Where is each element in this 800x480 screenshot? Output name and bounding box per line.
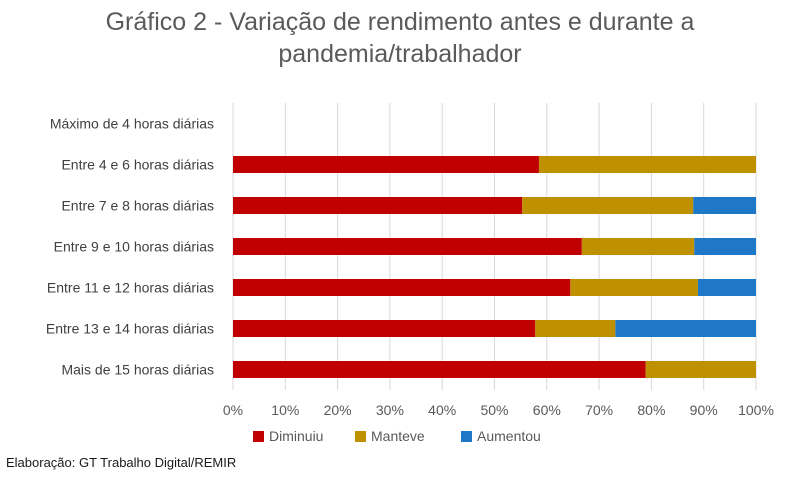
chart-title-line-2: pandemia/trabalhador [278,40,522,68]
legend-swatch-manteve [355,431,366,442]
legend-label-manteve: Manteve [371,428,425,444]
category-label: Mais de 15 horas diárias [61,362,214,378]
bar-segment-manteve [581,238,695,255]
bar-segment-manteve [570,279,698,296]
x-tick-label: 80% [637,402,665,418]
x-tick-label: 10% [271,402,299,418]
bar-segment-manteve [522,197,694,214]
category-label: Máximo de 4 horas diárias [50,116,214,132]
legend-swatch-aumentou [461,431,472,442]
chart-title: Gráfico 2 - Variação de rendimento antes… [0,6,800,70]
chart-title-line-1: Gráfico 2 - Variação de rendimento antes… [105,8,695,36]
bar-segment-manteve [645,361,756,378]
category-label: Entre 4 e 6 horas diárias [61,157,214,173]
bar-segment-manteve [538,156,756,173]
legend-label-aumentou: Aumentou [477,428,541,444]
x-tick-label: 40% [428,402,456,418]
x-tick-label: 30% [376,402,404,418]
bar-segment-diminuiu [233,197,523,214]
bar-segment-aumentou [697,279,756,296]
credit-note: Elaboração: GT Trabalho Digital/REMIR [6,455,237,470]
bar-segment-diminuiu [233,156,539,173]
category-label: Entre 7 e 8 horas diárias [61,198,214,214]
category-label: Entre 9 e 10 horas diárias [54,239,214,255]
bar-segment-manteve [535,320,616,337]
x-tick-label: 90% [690,402,718,418]
legend-swatch-diminuiu [253,431,264,442]
x-tick-label: 0% [223,402,243,418]
bar-segment-diminuiu [233,361,646,378]
bar-segment-diminuiu [233,238,582,255]
x-tick-label: 60% [533,402,561,418]
x-tick-label: 20% [324,402,352,418]
legend-label-diminuiu: Diminuiu [269,428,323,444]
x-tick-label: 70% [585,402,613,418]
category-label: Entre 11 e 12 horas diárias [47,280,214,296]
x-tick-label: 100% [738,402,774,418]
bar-segment-diminuiu [233,320,536,337]
bar-segment-aumentou [693,197,756,214]
bar-segment-aumentou [615,320,756,337]
x-tick-label: 50% [480,402,508,418]
bar-segment-diminuiu [233,279,571,296]
bar-segment-aumentou [694,238,756,255]
category-label: Entre 13 e 14 horas diárias [46,321,214,337]
